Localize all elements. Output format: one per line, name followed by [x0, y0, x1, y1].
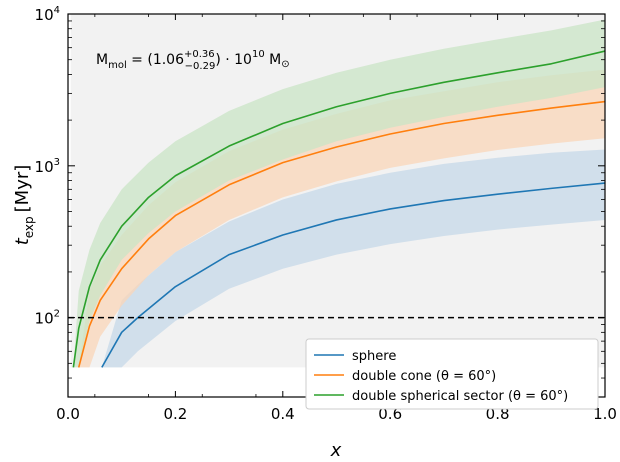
legend-label-1: double cone (θ = 60°) [352, 369, 496, 384]
legend-label-2: double spherical sector (θ = 60°) [352, 389, 568, 404]
legend-box [305, 338, 599, 410]
y-axis-title: texp[Myr] [12, 165, 36, 246]
series-line-2 [72, 50, 606, 368]
series-band-2 [73, 19, 606, 368]
x-tick-label-5: 1.0 [593, 405, 617, 423]
x-tick-label-1: 0.2 [163, 405, 187, 423]
series-band-1 [78, 69, 606, 368]
y-tick-label-1: 103 [35, 157, 60, 176]
x-axis-title: x [330, 440, 342, 461]
x-tick-label-0: 0.0 [56, 405, 80, 423]
legend-label-0: sphere [352, 349, 396, 364]
series-line-1 [77, 100, 606, 368]
plot-area [67, 13, 606, 398]
x-tick-label-2: 0.4 [271, 405, 295, 423]
y-tick-label-0: 102 [35, 309, 60, 328]
legend: sphere double cone (θ = 60°) double spheri… [305, 338, 599, 410]
y-axis-ticks: 102 103 104 [35, 5, 605, 398]
y-tick-label-2: 104 [35, 5, 60, 24]
confidence-bands [73, 19, 606, 368]
mass-annotation: Mmol = (1.06+0.36 −0.29) · 1010 M⊙ [96, 49, 290, 72]
series-band-0 [101, 149, 605, 368]
series-line-0 [101, 182, 606, 368]
series-lines [72, 50, 606, 368]
